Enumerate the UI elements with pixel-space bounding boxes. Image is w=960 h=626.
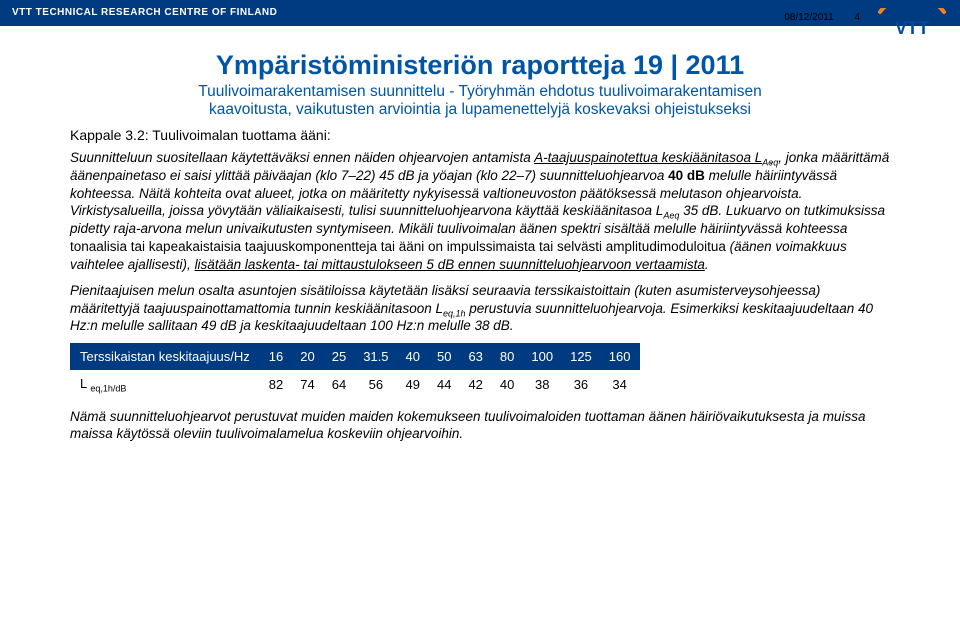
slide-subtitle-1: Tuulivoimarakentamisen suunnittelu - Työ… (70, 83, 890, 101)
table-col: 40 (397, 343, 428, 370)
p1-h: . (705, 257, 709, 272)
table-col: 160 (600, 343, 639, 370)
vtt-logo: VTT (876, 8, 948, 40)
paragraph-2: Pienitaajuisen melun osalta asuntojen si… (70, 282, 890, 335)
p1-n1: tonaalisia tai kapeakaistaisia taajuusko… (70, 239, 726, 254)
frequency-table: Terssikaistan keskitaajuus/Hz 16 20 25 3… (70, 343, 640, 400)
p1-bold: 40 dB (668, 168, 705, 183)
table-row: L eq,1h/dB 82 74 64 56 49 44 42 40 38 36… (70, 370, 639, 400)
logo-text-svg: VTT (895, 18, 929, 38)
table-cell: 74 (292, 370, 323, 400)
table-header-label: Terssikaistan keskitaajuus/Hz (70, 343, 260, 370)
table-col: 50 (428, 343, 459, 370)
table-header-row: Terssikaistan keskitaajuus/Hz 16 20 25 3… (70, 343, 639, 370)
chapter-heading: Kappale 3.2: Tuulivoimalan tuottama ääni… (70, 127, 890, 143)
table-cell: 44 (428, 370, 459, 400)
table-cell: 38 (523, 370, 562, 400)
table-col: 63 (460, 343, 491, 370)
table-row-label: L eq,1h/dB (70, 370, 260, 400)
table-cell: 49 (397, 370, 428, 400)
table-col: 25 (323, 343, 354, 370)
table-cell: 82 (260, 370, 291, 400)
closing-paragraph: Nämä suunnitteluohjearvot perustuvat mui… (70, 408, 890, 443)
slide-date: 08/12/2011 (784, 12, 833, 23)
table-col: 16 (260, 343, 291, 370)
slide-content: Ympäristöministeriön raportteja 19 | 201… (70, 50, 890, 443)
row-label-sub: eq,1h/dB (90, 384, 126, 394)
slide-title: Ympäristöministeriön raportteja 19 | 201… (70, 50, 890, 81)
p1-sub1: Aeq (762, 158, 778, 168)
row-label-a: L (80, 376, 90, 391)
table-cell: 64 (323, 370, 354, 400)
p1-sub2: Aeq (663, 211, 679, 221)
slide-number: 4 (854, 12, 860, 23)
p1-g: lisätään laskenta- tai mittaustulokseen … (195, 257, 705, 272)
paragraph-1: Suunnitteluun suositellaan käytettäväksi… (70, 149, 890, 274)
p2-sub: eq,1h (443, 308, 466, 318)
table-cell: 40 (491, 370, 522, 400)
table-cell: 34 (600, 370, 639, 400)
slide-subtitle-2: kaavoitusta, vaikutusten arviointia ja l… (70, 101, 890, 119)
p1-a: Suunnitteluun suositellaan käytettäväksi… (70, 150, 534, 165)
table-col: 80 (491, 343, 522, 370)
table-col: 31.5 (355, 343, 397, 370)
table-cell: 56 (355, 370, 397, 400)
table-col: 20 (292, 343, 323, 370)
table-cell: 42 (460, 370, 491, 400)
date-line: 08/12/2011 4 (784, 12, 860, 23)
p1-b: A-taajuuspainotettua keskiäänitasoa L (534, 150, 762, 165)
table-col: 125 (562, 343, 601, 370)
table-col: 100 (523, 343, 562, 370)
slide: VTT TECHNICAL RESEARCH CENTRE OF FINLAND… (0, 0, 960, 626)
table-cell: 36 (562, 370, 601, 400)
